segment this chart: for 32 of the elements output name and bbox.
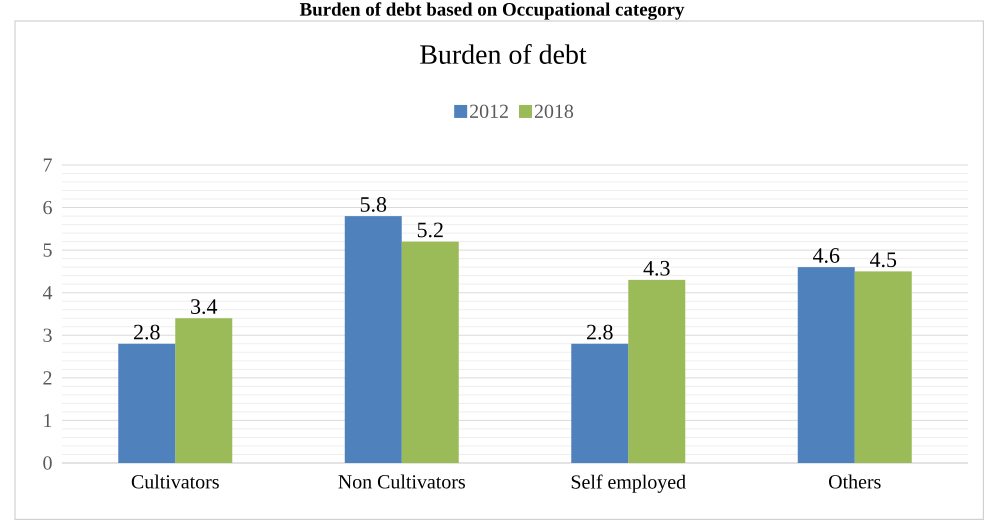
bar — [628, 280, 686, 463]
data-label: 4.3 — [643, 260, 670, 276]
x-tick-label: Non Cultivators — [338, 474, 465, 489]
chart-title: Burden of debt based on Occupational category — [300, 2, 684, 20]
y-tick-label: 7 — [44, 158, 52, 172]
data-label: 4.5 — [870, 252, 896, 268]
y-tick-label: 4 — [42, 286, 52, 300]
data-label: 5.8 — [360, 196, 386, 212]
x-tick-label: Cultivators — [132, 474, 219, 489]
bar — [571, 344, 628, 463]
data-label: 2.8 — [134, 324, 160, 340]
bar — [402, 242, 459, 463]
data-label: 4.6 — [812, 248, 840, 263]
bar — [798, 267, 855, 463]
bar — [175, 318, 232, 463]
data-label: 3.4 — [191, 299, 218, 314]
x-tick-label: Self employed — [572, 474, 686, 493]
y-tick-label: 0 — [43, 456, 52, 470]
y-tick-label: 3 — [43, 328, 52, 342]
legend-label: 2018 — [534, 104, 574, 118]
y-tick-label: 1 — [44, 414, 52, 427]
bar — [854, 271, 912, 463]
data-label: 5.2 — [418, 222, 443, 238]
chart-subtitle: Burden of debt — [420, 44, 587, 64]
y-tick-label: 2 — [43, 371, 52, 384]
y-tick-label: 5 — [44, 244, 52, 257]
x-tick-label: Others — [829, 474, 881, 489]
legend-label: 2012 — [470, 104, 508, 118]
y-tick-label: 6 — [43, 200, 52, 214]
data-label: 2.8 — [587, 324, 613, 340]
bar — [118, 344, 176, 463]
bar — [344, 216, 402, 463]
